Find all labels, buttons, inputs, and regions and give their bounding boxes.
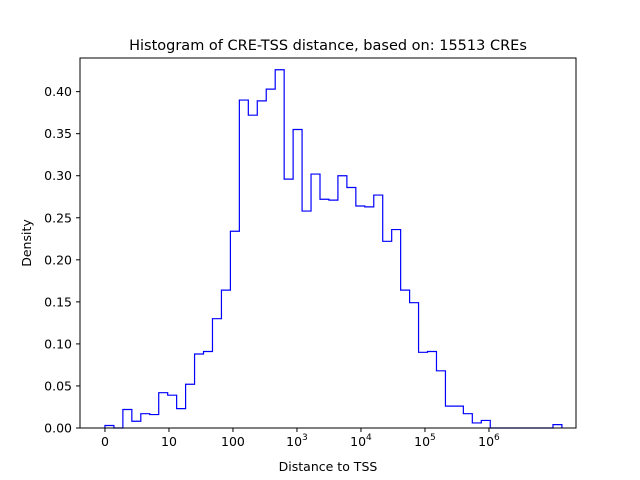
histogram-bar	[454, 406, 463, 428]
y-axis-label: Density	[19, 219, 34, 267]
histogram-bar	[168, 395, 177, 428]
histogram-bar	[159, 393, 168, 428]
histogram-bar	[141, 414, 150, 428]
x-tick-label: 105	[414, 433, 436, 449]
histogram-bar	[150, 415, 159, 428]
y-tick-label: 0.05	[44, 378, 72, 393]
y-tick-label: 0.25	[44, 210, 72, 225]
histogram-bar	[275, 70, 284, 428]
histogram-bar	[221, 290, 230, 428]
histogram-bar	[230, 231, 239, 428]
x-tick-label: 106	[478, 433, 500, 449]
histogram-bar	[410, 303, 419, 428]
y-tick-label: 0.15	[44, 294, 72, 309]
y-tick-label: 0.30	[44, 168, 72, 183]
x-tick-label: 0	[101, 434, 109, 449]
histogram-bar	[204, 351, 213, 428]
x-axis-label: Distance to TSS	[279, 459, 378, 474]
histogram-bar	[284, 179, 293, 428]
y-tick-label: 0.40	[44, 84, 72, 99]
x-axis: 0 10 100 103 104 105 106	[101, 428, 500, 449]
histogram-bar	[392, 230, 401, 428]
histogram-bar	[212, 319, 221, 428]
histogram-bar	[257, 101, 266, 428]
histogram-bar	[401, 290, 410, 428]
x-tick-label: 104	[350, 433, 372, 449]
y-tick-label: 0.20	[44, 252, 72, 267]
x-tick-label: 10	[161, 434, 177, 449]
histogram-bar	[195, 354, 204, 428]
axes-frame	[79, 57, 577, 429]
histogram-bar	[463, 414, 472, 428]
histogram-bar	[445, 406, 454, 428]
histogram-bar	[419, 352, 428, 428]
histogram-bar	[481, 420, 490, 428]
histogram-series	[104, 69, 563, 429]
histogram-bar	[472, 423, 481, 428]
histogram-bar	[383, 241, 392, 428]
histogram-bar	[123, 410, 132, 429]
x-tick-label: 103	[286, 433, 308, 449]
histogram-bar	[186, 384, 195, 428]
histogram-bar	[356, 206, 365, 428]
histogram-bar	[365, 207, 374, 428]
plot-area	[104, 69, 563, 429]
x-tick-label: 100	[221, 434, 245, 449]
histogram-bar	[302, 211, 311, 428]
histogram-bar	[436, 371, 445, 428]
histogram-bar	[132, 421, 141, 428]
y-tick-label: 0.35	[44, 126, 72, 141]
histogram-bar	[248, 115, 257, 428]
y-tick-label: 0.00	[44, 421, 72, 436]
histogram-bar	[266, 89, 275, 428]
y-axis: 0.00 0.05 0.10 0.15 0.20 0.25 0.30 0.35 0.40	[44, 84, 80, 436]
y-tick-label: 0.10	[44, 336, 72, 351]
histogram-bar	[428, 351, 437, 428]
histogram-bar	[293, 129, 302, 428]
chart-title: Histogram of CRE-TSS distance, based on:…	[129, 38, 527, 54]
histogram-bar	[320, 199, 329, 428]
histogram-bar	[374, 195, 383, 428]
histogram-bar	[177, 409, 186, 428]
histogram-bar	[311, 174, 320, 428]
histogram-bar	[239, 100, 248, 428]
histogram-bar	[329, 200, 338, 428]
histogram-bar	[347, 188, 356, 429]
histogram-bar	[338, 176, 347, 428]
